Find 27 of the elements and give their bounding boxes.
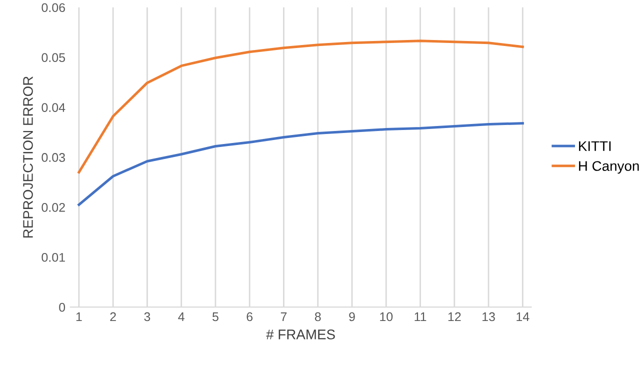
x-tick-label: 13: [482, 312, 495, 322]
legend-label: H Canyon: [579, 161, 639, 174]
x-tick-label: 4: [178, 312, 184, 322]
x-tick-label: 10: [380, 312, 393, 322]
y-tick-label: 0.05: [42, 53, 66, 62]
y-tick-label: 0.01: [42, 252, 65, 262]
line-series: [78, 122, 524, 206]
x-tick-label: 8: [314, 312, 321, 322]
y-tick-label: 0.04: [42, 103, 66, 112]
x-tick-label: 5: [212, 312, 218, 322]
x-tick-label: 12: [448, 312, 461, 322]
y-axis-title: REPROJECTION ERROR: [23, 76, 33, 238]
x-tick-label: 11: [414, 312, 426, 322]
x-tick-label: 1: [76, 312, 82, 322]
y-tick-label: 0.02: [42, 203, 65, 212]
legend-label: KITTI: [579, 141, 611, 151]
x-tick-label: 3: [144, 312, 150, 322]
x-tick-label: 14: [516, 312, 530, 322]
x-tick-label: 9: [349, 312, 355, 322]
x-tick-label: 6: [246, 312, 253, 322]
y-tick-label: 0.03: [42, 153, 65, 162]
y-tick-label: 0.06: [42, 3, 65, 12]
x-tick-label: 2: [110, 312, 116, 322]
x-axis-title: # FRAMES: [266, 330, 335, 340]
line-series: [78, 40, 524, 174]
y-tick-label: 0: [59, 302, 66, 312]
x-tick-label: 7: [280, 312, 287, 322]
